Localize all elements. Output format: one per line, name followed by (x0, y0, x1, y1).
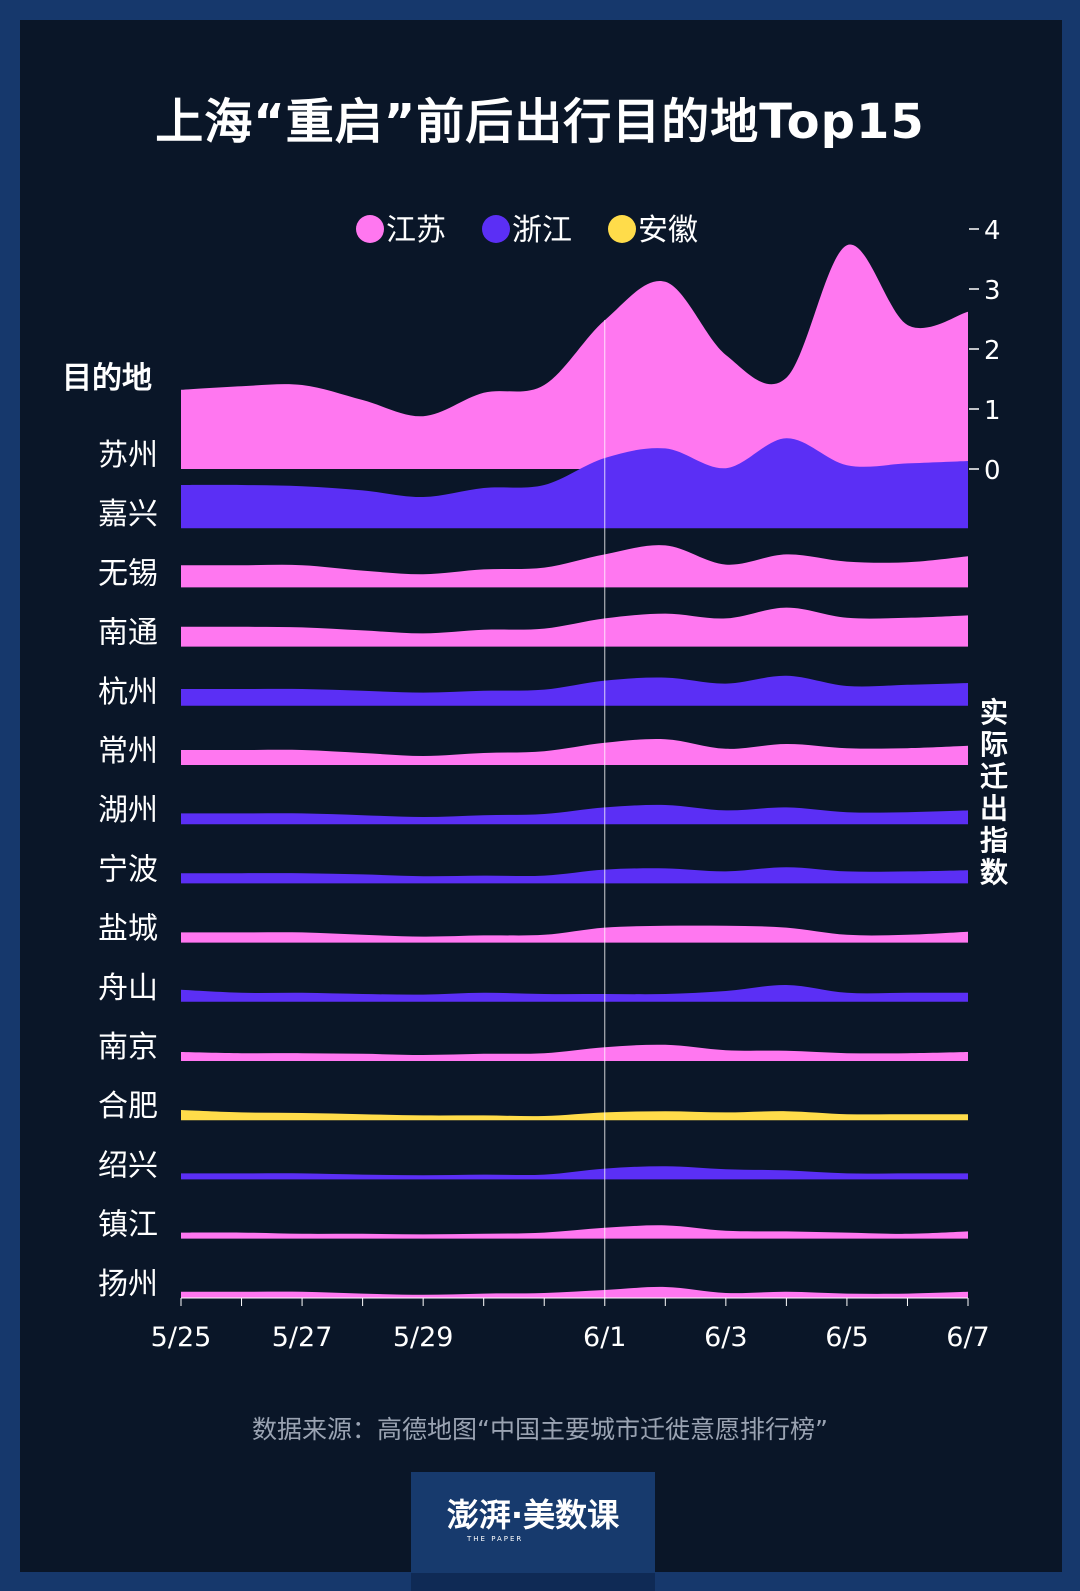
ridge-舟山 (181, 984, 968, 1002)
y-axis-label-char: 迁 (980, 760, 1008, 793)
row-header: 目的地 (62, 361, 152, 396)
row-label: 湖州 (98, 793, 158, 828)
legend-label: 浙江 (512, 213, 572, 248)
ridge-宁波 (181, 867, 968, 884)
row-label: 扬州 (98, 1267, 158, 1302)
row-label: 嘉兴 (98, 497, 158, 532)
row-label: 苏州 (98, 438, 158, 473)
ridge-南京 (181, 1044, 968, 1061)
y-tick-label: 4 (984, 216, 1001, 246)
ridge-常州 (181, 738, 968, 765)
y-tick-label: 2 (984, 336, 1001, 366)
row-label: 盐城 (98, 912, 158, 947)
row-label: 南京 (98, 1030, 158, 1065)
row-label: 宁波 (98, 852, 158, 887)
ridge-湖州 (181, 804, 968, 825)
legend-marker (356, 215, 384, 243)
ridge-合肥 (181, 1110, 968, 1121)
ridge-南通 (181, 607, 968, 647)
row-label: 舟山 (98, 971, 158, 1006)
ridge-绍兴 (181, 1166, 968, 1180)
legend-marker (482, 215, 510, 243)
ridge-扬州 (181, 1286, 968, 1298)
row-label: 无锡 (98, 556, 158, 591)
logo-footer (411, 1573, 655, 1591)
y-tick-label: 1 (984, 396, 1001, 426)
x-tick-label: 6/5 (825, 1322, 868, 1353)
chart-title: 上海“重启”前后出行目的地Top15 (155, 94, 925, 150)
legend-marker (608, 215, 636, 243)
row-label: 南通 (98, 616, 158, 651)
legend-label: 安徽 (638, 213, 698, 248)
y-axis-label-char: 实 (980, 696, 1008, 729)
y-axis-label-char: 出 (980, 792, 1008, 825)
x-tick-label: 6/7 (946, 1322, 989, 1353)
logo-text: 澎湃·美数课 (446, 1496, 620, 1534)
x-tick-label: 5/25 (151, 1322, 212, 1353)
legend-label: 江苏 (386, 213, 446, 248)
y-axis-label-char: 指 (980, 824, 1008, 857)
y-axis-label-char: 数 (980, 856, 1009, 889)
row-label: 镇江 (98, 1208, 158, 1243)
ridge-嘉兴 (181, 438, 968, 529)
x-tick-label: 5/27 (272, 1322, 333, 1353)
ridge-无锡 (181, 545, 968, 588)
row-label: 常州 (98, 734, 158, 769)
ridge-杭州 (181, 675, 968, 706)
logo: 澎湃·美数课 THE PAPER (411, 1472, 655, 1591)
x-tick-label: 5/29 (393, 1322, 454, 1353)
row-label: 绍兴 (98, 1148, 158, 1183)
y-tick-label: 3 (984, 276, 1001, 306)
row-label: 杭州 (98, 675, 158, 710)
row-label: 合肥 (98, 1089, 158, 1124)
x-tick-label: 6/1 (583, 1322, 626, 1353)
logo-subtext: THE PAPER (467, 1535, 524, 1543)
ridge-镇江 (181, 1225, 968, 1239)
y-axis-label-char: 际 (980, 728, 1008, 761)
ridge-苏州 (181, 244, 968, 469)
data-source: 数据来源：高德地图“中国主要城市迁徙意愿排行榜” (252, 1415, 828, 1444)
y-tick-label: 0 (984, 456, 1001, 486)
chart-panel (20, 20, 1062, 1572)
x-tick-label: 6/3 (704, 1322, 747, 1353)
ridge-盐城 (181, 925, 968, 943)
